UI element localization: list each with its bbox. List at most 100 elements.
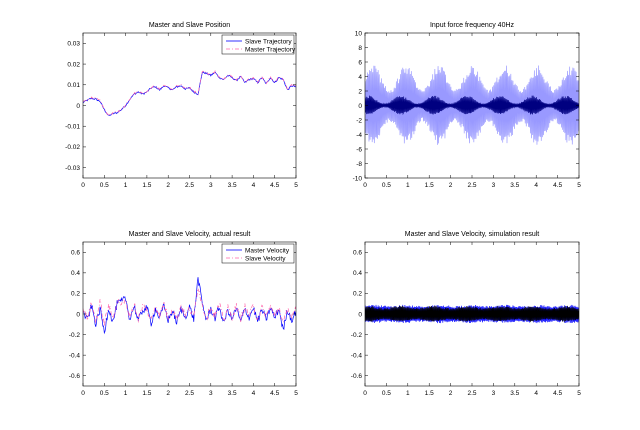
legend-label: Master Velocity — [245, 247, 290, 254]
x-tick-label: 0.5 — [100, 182, 109, 189]
plot-area — [83, 69, 296, 117]
y-tick-label: 0.2 — [353, 291, 362, 298]
x-tick-label: 0 — [81, 390, 85, 397]
chart-title: Input force frequency 40Hz — [430, 22, 515, 29]
legend-box — [221, 243, 295, 264]
legend-label: Slave Velocity — [245, 255, 286, 262]
y-tick-label: 0 — [358, 103, 362, 110]
x-tick-label: 1.5 — [425, 182, 434, 189]
plot-area — [365, 65, 579, 145]
y-tick-label: -0.02 — [65, 144, 80, 151]
x-tick-label: 4.5 — [553, 390, 562, 397]
x-tick-label: 2 — [166, 390, 170, 397]
chart-3: Master and Slave Velocity, actual result… — [69, 231, 298, 397]
chart-1: Master and Slave Position 0 0.5 1 1.5 2 2.5 3 3.… — [65, 22, 298, 189]
y-tick-label: 0.4 — [353, 270, 362, 277]
x-tick-label: 1.5 — [142, 390, 151, 397]
x-tick-label: 4 — [252, 390, 256, 397]
series-line-master-trajectory — [83, 69, 296, 117]
chart-title: Master and Slave Velocity, actual result — [129, 231, 251, 238]
x-tick-label: 0 — [363, 182, 367, 189]
y-tick-label: -0.03 — [65, 165, 80, 172]
x-tick-label: 0.5 — [100, 390, 109, 397]
y-tick-label: -2 — [356, 117, 362, 124]
plot-area — [365, 304, 579, 324]
y-tick-label: -10 — [353, 175, 363, 182]
y-tick-label: 0.02 — [67, 61, 80, 68]
y-tick-label: 0 — [358, 311, 362, 318]
legend-label: Master Trajectory — [245, 46, 296, 53]
x-tick-label: 0.5 — [382, 182, 391, 189]
x-tick-label: 1 — [406, 390, 410, 397]
y-tick-label: 0.6 — [353, 250, 362, 257]
y-tick-label: 0.03 — [67, 41, 80, 48]
x-tick-label: 2.5 — [467, 390, 476, 397]
y-tick-label: 4 — [358, 74, 362, 81]
x-tick-label: 1.5 — [425, 390, 434, 397]
y-tick-label: -0.4 — [69, 352, 81, 359]
y-tick-label: 0.2 — [71, 291, 80, 298]
x-tick-label: 2.5 — [185, 390, 194, 397]
x-tick-label: 1 — [124, 182, 128, 189]
x-tick-label: 4.5 — [553, 182, 562, 189]
y-tick-label: -8 — [356, 161, 362, 168]
y-tick-label: 6 — [358, 59, 362, 66]
y-tick-label: -0.2 — [69, 332, 81, 339]
y-tick-label: -0.2 — [351, 332, 363, 339]
x-tick-label: 4 — [534, 182, 538, 189]
x-tick-label: 3 — [492, 390, 496, 397]
y-tick-label: 0.01 — [67, 82, 80, 89]
y-tick-label: 0 — [76, 311, 80, 318]
x-tick-label: 5 — [294, 182, 298, 189]
series-line-master-velocity — [83, 277, 296, 335]
series-line-slave-velocity — [83, 288, 296, 327]
chart-title: Master and Slave Velocity, simulation re… — [405, 231, 540, 238]
x-tick-label: 2 — [166, 182, 170, 189]
y-tick-label: -0.4 — [351, 352, 363, 359]
x-tick-label: 3.5 — [510, 182, 519, 189]
x-tick-label: 2 — [449, 390, 453, 397]
x-tick-label: 0 — [81, 182, 85, 189]
x-tick-label: 3 — [492, 182, 496, 189]
x-tick-label: 2.5 — [467, 182, 476, 189]
x-tick-label: 3 — [209, 182, 213, 189]
x-tick-label: 2 — [449, 182, 453, 189]
x-tick-label: 4 — [534, 390, 538, 397]
x-tick-label: 4.5 — [270, 182, 279, 189]
series-line-slave-trajectory — [83, 71, 296, 117]
y-tick-label: 0 — [76, 103, 80, 110]
x-tick-label: 4 — [252, 182, 256, 189]
plot-area — [83, 277, 296, 335]
x-tick-label: 1 — [406, 182, 410, 189]
x-tick-label: 1.5 — [142, 182, 151, 189]
series-line-series-2 — [365, 95, 579, 116]
x-tick-label: 3 — [209, 390, 213, 397]
x-tick-label: 3.5 — [228, 182, 237, 189]
x-tick-label: 5 — [577, 182, 581, 189]
chart-4: Master and Slave Velocity, simulation re… — [351, 231, 581, 397]
y-tick-label: -0.01 — [65, 124, 80, 131]
legend-label: Slave Trajectory — [245, 38, 292, 45]
y-tick-label: -0.6 — [351, 373, 363, 380]
chart-title: Master and Slave Position — [149, 22, 230, 29]
x-tick-label: 0 — [363, 390, 367, 397]
y-tick-label: 2 — [358, 88, 362, 95]
axes-box — [82, 32, 297, 179]
y-tick-label: -0.6 — [69, 373, 81, 380]
chart-2: Input force frequency 40Hz 0 0.5 1 1.5 2 2.5 3 3… — [353, 22, 582, 189]
series-line-series-2 — [365, 305, 579, 323]
x-tick-label: 5 — [294, 390, 298, 397]
legend-box — [221, 34, 295, 55]
x-tick-label: 4.5 — [270, 390, 279, 397]
y-tick-label: 10 — [355, 30, 363, 37]
y-tick-label: 8 — [358, 45, 362, 52]
x-tick-label: 2.5 — [185, 182, 194, 189]
y-tick-label: 0.6 — [71, 250, 80, 257]
x-tick-label: 0.5 — [382, 390, 391, 397]
x-tick-label: 5 — [577, 390, 581, 397]
x-tick-label: 1 — [124, 390, 128, 397]
y-tick-label: -4 — [356, 132, 362, 139]
y-tick-label: 0.4 — [71, 270, 80, 277]
